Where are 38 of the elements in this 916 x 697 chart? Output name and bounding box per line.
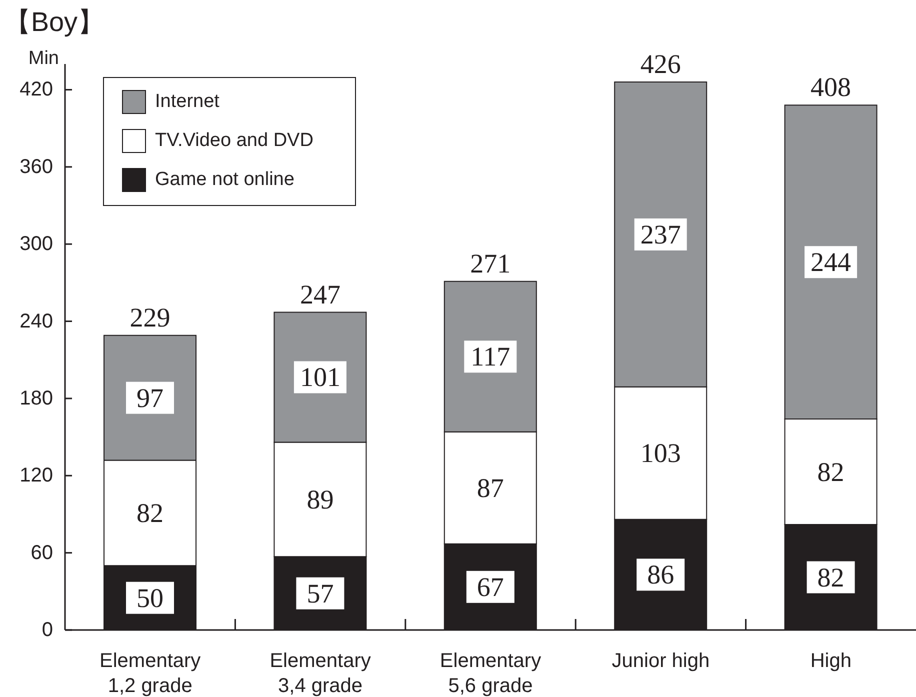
- y-axis-title: Min: [27, 48, 59, 70]
- data-label: 67: [476, 572, 504, 602]
- y-tick-label: 120: [20, 464, 53, 487]
- legend-label: Internet: [155, 90, 220, 112]
- data-label: 50: [136, 582, 164, 613]
- data-label: 244: [810, 247, 852, 278]
- total-label: 426: [640, 49, 681, 80]
- legend-label: TV.Video and DVD: [155, 130, 314, 152]
- data-label: 117: [470, 342, 510, 372]
- data-label: 82: [817, 456, 844, 487]
- total-label: 271: [470, 248, 511, 278]
- legend-label: Game not online: [155, 168, 294, 190]
- data-label: 101: [300, 362, 340, 392]
- data-label: 89: [306, 484, 334, 514]
- data-label: 237: [640, 219, 681, 250]
- total-label: 229: [130, 302, 170, 332]
- y-tick-label: 180: [20, 387, 53, 410]
- x-tick-label: High: [810, 650, 852, 672]
- y-tick-label: 420: [20, 78, 53, 101]
- data-label: 82: [817, 562, 844, 592]
- data-label: 82: [136, 498, 164, 528]
- chart-title: 【Boy】: [4, 6, 105, 39]
- data-label: 87: [476, 472, 504, 503]
- total-label: 408: [810, 72, 852, 102]
- x-tick-label: Elementary 5,6 grade: [440, 650, 542, 697]
- y-tick-label: 0: [42, 619, 53, 641]
- x-tick-label: Junior high: [612, 650, 710, 672]
- x-tick-label: Elementary 1,2 grade: [100, 650, 201, 697]
- total-label: 247: [300, 279, 340, 310]
- y-tick-label: 360: [20, 156, 53, 178]
- data-label: 97: [136, 382, 164, 413]
- data-label: 57: [306, 578, 334, 608]
- x-tick-label: Elementary 3,4 grade: [270, 650, 371, 697]
- data-label: 103: [640, 438, 681, 468]
- y-tick-label: 60: [30, 542, 53, 564]
- y-tick-label: 240: [20, 310, 53, 332]
- y-tick-label: 300: [20, 233, 53, 256]
- data-label: 86: [647, 560, 674, 590]
